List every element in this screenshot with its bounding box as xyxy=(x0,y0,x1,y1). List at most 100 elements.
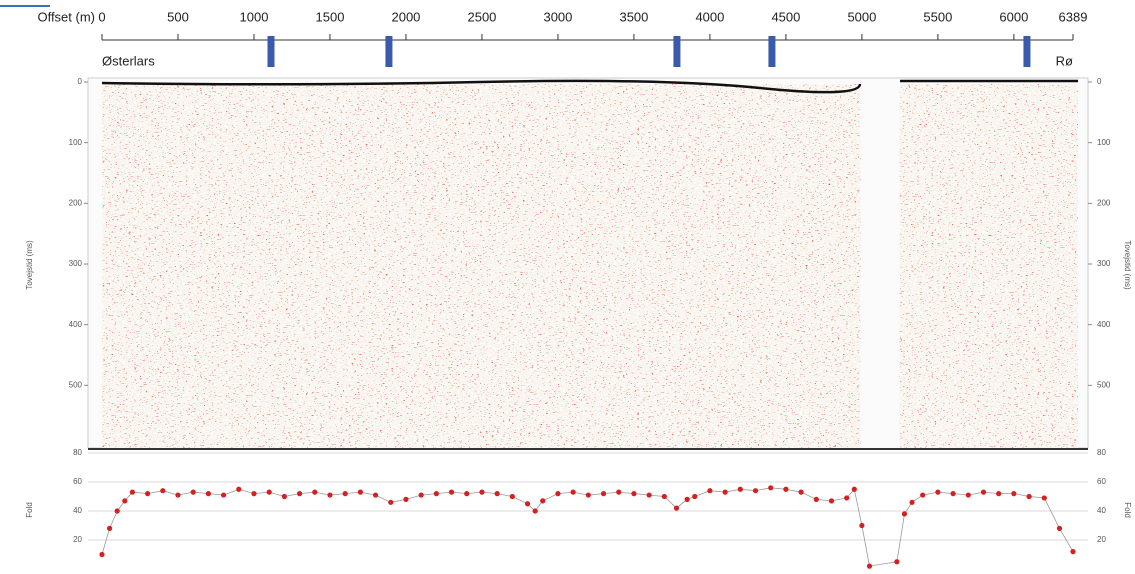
fold-point xyxy=(494,491,500,497)
fold-point xyxy=(646,492,652,498)
y-tick-label: 400 xyxy=(69,320,83,329)
fold-point xyxy=(909,499,915,505)
fold-point xyxy=(106,525,113,532)
seismic-data xyxy=(102,84,861,448)
y-tick-label: 500 xyxy=(1097,380,1111,389)
borehole-marker xyxy=(1023,36,1031,67)
x-axis-title: Offset (m) xyxy=(37,9,95,24)
fold-point xyxy=(532,508,538,514)
fold-point xyxy=(980,489,987,495)
y-tick-label: 0 xyxy=(1097,77,1102,86)
x-tick-label: 4000 xyxy=(695,9,724,24)
seismic-data xyxy=(899,84,1078,448)
fold-point xyxy=(144,491,151,497)
fold-point xyxy=(737,486,743,492)
fold-point xyxy=(859,522,865,529)
borehole-marker xyxy=(385,36,393,67)
y-tick-label: 40 xyxy=(73,506,82,515)
fold-point xyxy=(418,492,424,498)
fold-point xyxy=(585,492,591,498)
borehole-marker xyxy=(673,36,681,67)
fold-point xyxy=(828,498,835,504)
fold-point xyxy=(509,493,515,500)
y-tick-label: 200 xyxy=(69,198,83,207)
fold-point xyxy=(220,492,227,498)
y-tick-label: 20 xyxy=(73,535,82,544)
fold-point xyxy=(1070,549,1076,555)
x-tick-label: 6389 xyxy=(1059,9,1088,24)
x-tick-label: 2500 xyxy=(467,9,496,24)
fold-point xyxy=(1041,495,1047,501)
fold-point xyxy=(600,491,607,497)
fold-point xyxy=(684,496,690,502)
y-tick-label: 200 xyxy=(1097,198,1111,207)
fold-point xyxy=(722,489,728,495)
fold-point xyxy=(950,491,956,497)
x-tick-label: 1000 xyxy=(240,9,269,24)
x-tick-label: 1500 xyxy=(316,9,345,24)
x-tick-label: 5000 xyxy=(847,9,876,24)
fold-line xyxy=(101,487,1074,567)
fold-point xyxy=(129,489,135,495)
fold-point xyxy=(768,485,774,491)
fold-point xyxy=(524,501,531,507)
y-tick-label: 300 xyxy=(69,259,83,268)
offset-axis: Offset (m) 0 500 1000 1500 2000 2500 3000 3500 40… xyxy=(37,9,1087,68)
fold-point xyxy=(464,491,470,497)
fold-point xyxy=(631,491,637,497)
fold-point xyxy=(901,511,908,517)
fold-point xyxy=(236,486,242,492)
fold-point xyxy=(281,493,287,500)
y-tick-label: 80 xyxy=(1097,448,1106,457)
fold-point xyxy=(752,488,759,494)
x-tick-label: 5500 xyxy=(923,9,952,24)
fold-point xyxy=(175,492,181,498)
fold-point xyxy=(866,563,873,569)
y-tick-label: 0 xyxy=(78,77,83,86)
fold-point xyxy=(296,491,303,497)
fold-point xyxy=(661,493,667,500)
y-axis-title: Fold xyxy=(1123,502,1132,518)
fold-point xyxy=(570,489,576,495)
y-axis-title: Fold xyxy=(25,502,34,518)
y-axis-title: Tovejstid (ms) xyxy=(25,240,34,290)
fold-point xyxy=(996,491,1002,497)
seismic-panel: 0 0 100 100 200 200 300 300 400 400 500 500 Tovejsti… xyxy=(25,77,1132,449)
fold-point xyxy=(312,489,318,495)
y-tick-label: 40 xyxy=(1097,506,1106,515)
y-axis-title: Tovejstid (ms) xyxy=(1123,240,1132,290)
borehole-marker xyxy=(267,36,275,67)
fold-point xyxy=(673,505,680,511)
fold-point xyxy=(190,489,196,495)
fold-point xyxy=(851,486,857,492)
y-tick-label: 100 xyxy=(69,138,83,147)
fold-point xyxy=(935,489,941,495)
x-tick-label: 4500 xyxy=(771,9,800,24)
fold-point xyxy=(894,559,900,565)
y-tick-label: 400 xyxy=(1097,320,1111,329)
fold-point xyxy=(114,508,120,514)
y-tick-label: 80 xyxy=(73,448,82,457)
fold-point xyxy=(783,486,789,492)
fold-point xyxy=(266,489,272,495)
y-tick-label: 300 xyxy=(1097,259,1111,268)
fold-point xyxy=(388,499,394,505)
fold-point xyxy=(1026,493,1032,500)
fold-point xyxy=(707,488,713,494)
y-tick-label: 20 xyxy=(1097,535,1106,544)
fold-point xyxy=(616,489,622,495)
fold-point xyxy=(1056,525,1063,532)
fold-point xyxy=(251,491,257,497)
x-tick-label: 3000 xyxy=(543,9,572,24)
x-tick-label: 0 xyxy=(98,9,105,24)
fold-point xyxy=(99,551,105,558)
x-tick-label: 3500 xyxy=(619,9,648,24)
fold-point xyxy=(205,491,211,497)
fold-point xyxy=(540,498,546,504)
y-tick-label: 100 xyxy=(1097,138,1111,147)
y-tick-label: 60 xyxy=(1097,477,1106,486)
fold-point xyxy=(160,488,166,494)
fold-point xyxy=(357,489,363,495)
start-label: Østerlars xyxy=(102,53,155,68)
